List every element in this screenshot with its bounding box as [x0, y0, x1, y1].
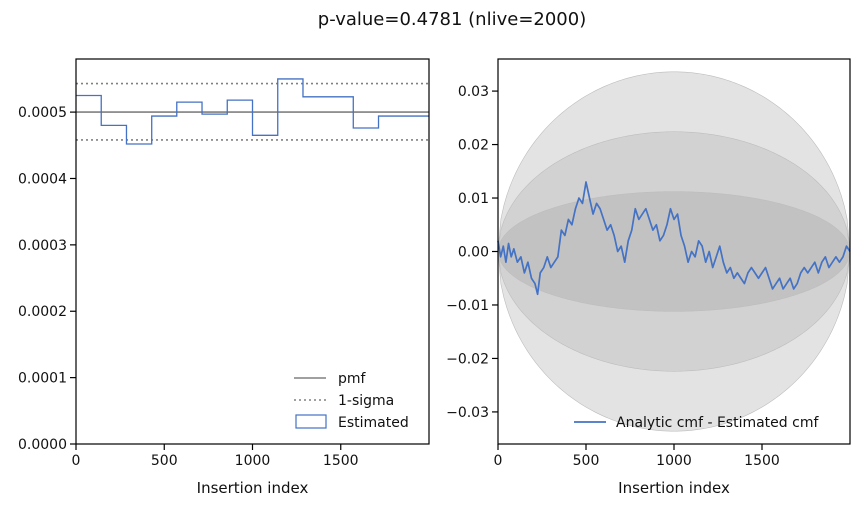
legend-cmf-label: Analytic cmf - Estimated cmf	[616, 415, 819, 431]
histogram-panel: 0 500 1000 1500 0.00000.00010.00020.00030.0…	[18, 58, 430, 497]
cmf-y-ticks: −0.03 −0.02 −0.01 0.00 0.01 0.02 0.03	[446, 84, 498, 421]
y-tick-label: −0.03	[446, 405, 489, 421]
histogram-y-ticks: 0.0000 0.0001 0.0002 0.0003 0.0004 0.0005	[18, 105, 76, 453]
cmf-x-axis-label: Insertion index	[618, 479, 730, 497]
estimated-histogram	[76, 78, 429, 145]
cmf-x-ticks: 0 500 1000 1500	[494, 444, 780, 469]
x-tick-label: 1000	[656, 453, 692, 469]
y-tick-label: 0.01	[458, 191, 489, 207]
histogram-legend: pmf 1-sigma Estimated	[294, 371, 409, 431]
y-tick-label: 0.0001	[18, 371, 67, 387]
sigma-bands	[497, 71, 851, 432]
x-tick-label: 1000	[235, 453, 271, 469]
y-tick-label: −0.02	[446, 351, 489, 367]
y-tick-label: 0.02	[458, 138, 489, 154]
y-tick-label: 0.0002	[18, 304, 67, 320]
sigma-band-1	[497, 191, 851, 312]
legend-pmf-label: pmf	[338, 371, 367, 387]
y-tick-label: 0.00	[458, 245, 489, 261]
x-tick-label: 1500	[744, 453, 780, 469]
y-tick-label: 0.0003	[18, 238, 67, 254]
x-tick-label: 0	[494, 453, 503, 469]
y-tick-label: 0.0000	[18, 437, 67, 453]
x-tick-label: 0	[72, 453, 81, 469]
histogram-x-ticks: 0 500 1000 1500	[72, 444, 359, 469]
y-tick-label: −0.01	[446, 298, 489, 314]
y-tick-label: 0.0004	[18, 171, 67, 187]
x-tick-label: 500	[573, 453, 600, 469]
histogram-x-axis-label: Insertion index	[197, 479, 309, 497]
legend-sigma-label: 1-sigma	[338, 393, 394, 409]
sigma-lines	[76, 82, 429, 141]
cmf-difference-series	[497, 181, 851, 296]
legend-estimated-label: Estimated	[338, 415, 409, 431]
y-tick-label: 0.03	[458, 84, 489, 100]
y-tick-label: 0.0005	[18, 105, 67, 121]
cmf-difference-line	[497, 181, 851, 296]
x-tick-label: 500	[151, 453, 178, 469]
figure-title: p-value=0.4781 (nlive=2000)	[318, 9, 586, 30]
legend-estimated-swatch	[295, 414, 327, 429]
estimated-step-outline	[76, 78, 429, 145]
x-tick-label: 1500	[323, 453, 359, 469]
cmf-difference-panel: 0 500 1000 1500 −0.03 −0.02 −0.01 0.00 0.01 0.02…	[446, 58, 851, 497]
cmf-legend: Analytic cmf - Estimated cmf	[574, 415, 819, 431]
